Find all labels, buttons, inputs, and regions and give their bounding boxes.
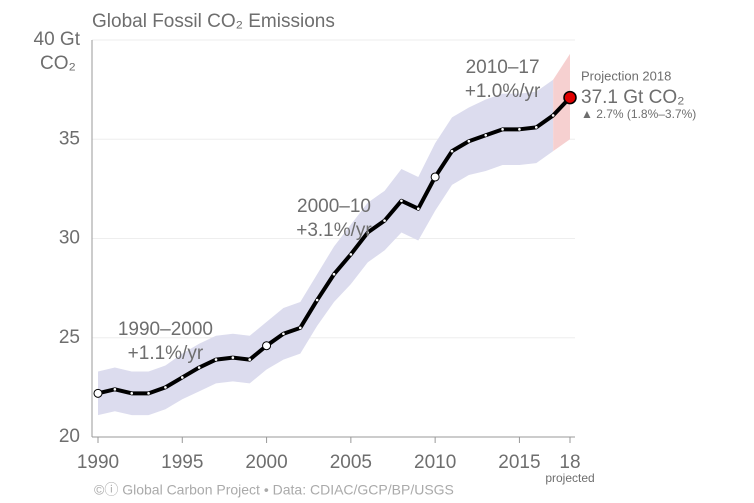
annotation-period: 1990–2000 <box>118 319 213 340</box>
source: ©ⓘ Global Carbon Project • Data: CDIAC/G… <box>94 482 454 498</box>
point <box>400 199 403 203</box>
uncertainty-band <box>98 79 554 416</box>
x-tick-label: 2005 <box>330 452 372 473</box>
point <box>214 358 218 361</box>
y-tick-label: 35 <box>59 128 80 149</box>
point <box>332 272 336 276</box>
y-tick-label: 40 Gt <box>34 29 81 50</box>
projection-band <box>553 53 570 152</box>
point <box>534 126 538 129</box>
x-note: projected <box>545 471 594 485</box>
y-tick-label: 30 <box>59 228 80 249</box>
annotation-rate: +3.1%/yr <box>296 220 372 241</box>
projection-title: Projection 2018 <box>581 68 671 83</box>
highlight-point <box>93 388 103 398</box>
point <box>147 392 150 395</box>
point <box>450 149 454 153</box>
y-unit: CO₂ <box>40 53 76 74</box>
point <box>113 388 117 391</box>
y-tick-label: 25 <box>59 327 80 348</box>
highlight-point <box>430 172 440 182</box>
point <box>130 392 134 395</box>
projection-change: ▲ 2.7% (1.8%–3.7%) <box>581 107 696 121</box>
y-tick-label: 20 <box>59 426 80 447</box>
annotation-rate: +1.1%/yr <box>128 343 204 364</box>
x-tick-label: 2000 <box>245 452 287 473</box>
point <box>551 114 555 117</box>
chart-title: Global Fossil CO₂ Emissions <box>92 11 335 32</box>
highlight-point <box>262 341 272 351</box>
point <box>282 332 285 336</box>
point <box>518 128 521 131</box>
point <box>349 253 353 256</box>
annotation-rate: +1.0%/yr <box>465 81 541 102</box>
point <box>164 386 167 389</box>
x-tick-label: 1995 <box>161 452 203 473</box>
point <box>298 326 302 330</box>
point <box>416 207 420 211</box>
point <box>180 376 184 379</box>
annotation-period: 2010–17 <box>466 57 540 78</box>
point <box>248 358 252 361</box>
point <box>315 298 319 302</box>
point <box>501 128 504 131</box>
x-tick-label: 18 <box>559 452 580 473</box>
point <box>484 133 488 137</box>
point <box>383 219 386 222</box>
point <box>366 231 370 234</box>
x-tick-label: 2015 <box>498 452 540 473</box>
annotation-period: 2000–10 <box>297 196 371 217</box>
point <box>231 356 235 359</box>
x-tick-label: 1990 <box>77 452 119 473</box>
point <box>197 366 201 369</box>
projection-label: 37.1 Gt CO₂ <box>581 87 684 108</box>
point <box>467 139 471 143</box>
x-tick-label: 2010 <box>414 452 456 473</box>
projection-point <box>563 90 577 105</box>
